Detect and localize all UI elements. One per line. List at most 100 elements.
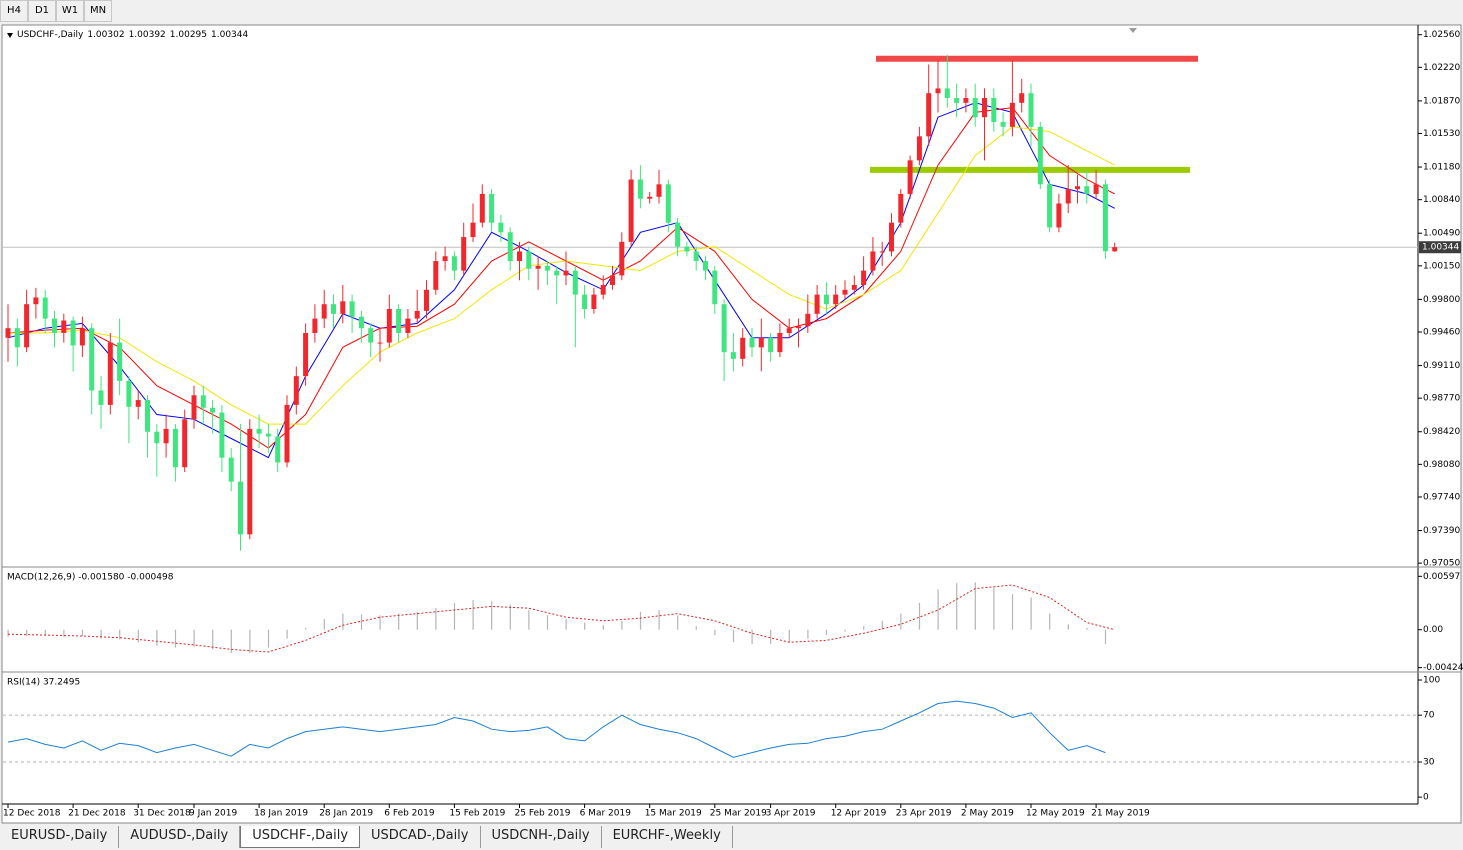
macd-bar — [844, 629, 846, 632]
candle-body — [628, 179, 634, 242]
macd-bar — [63, 629, 65, 637]
candle-body — [396, 308, 402, 333]
candle-body — [191, 395, 197, 420]
candle-body — [535, 265, 541, 269]
candle-body — [963, 98, 969, 103]
candle-body — [861, 270, 867, 286]
chart-tab[interactable]: AUDUSD-,Daily — [119, 826, 241, 848]
chart-tab[interactable]: EURCHF-,Weekly — [602, 826, 733, 848]
x-tick-label: 6 Feb 2019 — [384, 809, 435, 819]
indicator-label: RSI(14) 37.2495 — [7, 678, 80, 688]
candle-body — [238, 481, 243, 535]
macd-bar — [156, 629, 158, 646]
candle-body — [154, 431, 160, 444]
candle-body — [656, 184, 662, 197]
chart-tab[interactable]: EURUSD-,Daily — [0, 826, 120, 848]
y-tick-label: 1.00150 — [1423, 261, 1460, 271]
macd-bar — [305, 627, 307, 630]
candle-body — [870, 251, 876, 271]
y-tick-label: 1.01870 — [1423, 96, 1460, 106]
macd-bar — [509, 604, 511, 630]
candle-body — [117, 342, 123, 381]
candle-body — [582, 294, 588, 309]
indicator-label: MACD(12,26,9) -0.001580 -0.000498 — [7, 573, 174, 583]
macd-bar — [174, 629, 177, 648]
candle-body — [1028, 93, 1034, 127]
candle-body — [1084, 186, 1090, 194]
candle-body — [991, 98, 997, 122]
y-tick-label: 0.97740 — [1423, 492, 1460, 502]
timeframe-button[interactable]: D1 — [28, 0, 56, 22]
candle-body — [89, 328, 95, 391]
x-tick-label: 28 Jan 2019 — [319, 809, 373, 819]
chart-tab[interactable]: USDCHF-,Daily — [240, 826, 361, 848]
timeframe-button[interactable]: H4 — [0, 0, 28, 22]
candle-body — [637, 179, 643, 199]
candle-body — [721, 304, 727, 353]
x-tick-label: 23 Apr 2019 — [896, 809, 952, 819]
candle-body — [405, 318, 411, 333]
shift-marker — [1129, 28, 1137, 33]
candle-body — [228, 457, 234, 482]
x-tick-label: 15 Feb 2019 — [449, 809, 505, 819]
x-tick-label: 25 Feb 2019 — [515, 809, 571, 819]
macd-bar — [212, 629, 214, 650]
y-tick-label: 0.97390 — [1423, 526, 1460, 536]
candle-body — [805, 313, 811, 327]
macd-bar — [900, 613, 902, 630]
x-tick-label: 31 Dec 2018 — [133, 809, 191, 819]
chart-tabs: EURUSD-,Daily AUDUSD-,Daily USDCHF-,Daily U… — [0, 826, 733, 848]
macd-bar — [1011, 593, 1014, 630]
candle-body — [275, 436, 281, 463]
timeframe-button[interactable]: MN — [84, 0, 112, 22]
macd-bar — [1086, 627, 1088, 630]
y-tick-label: 1.01180 — [1423, 163, 1460, 173]
candle-body — [451, 256, 457, 271]
candle-body — [916, 136, 922, 161]
y-tick-label: 0.98080 — [1423, 460, 1460, 470]
macd-bar — [677, 615, 679, 630]
candle-body — [1019, 93, 1025, 103]
candle-body — [14, 328, 20, 348]
candle-body — [610, 275, 615, 286]
macd-bar — [751, 629, 753, 644]
macd-bar — [565, 618, 567, 630]
macd-bar — [491, 601, 493, 630]
macd-bar — [453, 602, 456, 630]
macd-bar — [193, 629, 195, 647]
candle-body — [461, 237, 467, 271]
candle-body — [572, 270, 578, 295]
x-tick-label: 9 Jan 2019 — [189, 809, 237, 819]
chart-header: USDCHF-,Daily 1.00302 1.00392 1.00295 1.… — [7, 30, 248, 40]
x-tick-label: 25 Mar 2019 — [710, 809, 767, 819]
candle-body — [1056, 203, 1062, 228]
candle-body — [1065, 189, 1071, 204]
macd-bar — [81, 629, 84, 636]
candle-body — [507, 232, 513, 262]
macd-bar — [416, 611, 418, 630]
candle-body — [647, 196, 653, 199]
candle-body — [126, 380, 132, 407]
macd-bar — [100, 629, 102, 639]
macd-bar — [119, 629, 121, 640]
candle-body — [433, 261, 439, 290]
x-tick-label: 3 Apr 2019 — [766, 809, 816, 819]
y-tick-label: 1.00840 — [1423, 195, 1460, 205]
chart-tab[interactable]: USDCNH-,Daily — [481, 826, 602, 848]
candle-body — [107, 342, 113, 405]
candle-body — [675, 222, 681, 247]
macd-bar — [658, 610, 660, 630]
chart-tab[interactable]: USDCAD-,Daily — [360, 826, 481, 848]
candle-body — [331, 304, 336, 314]
macd-bar — [714, 629, 716, 636]
candle-body — [526, 251, 532, 269]
timeframe-button[interactable]: W1 — [56, 0, 84, 22]
timeframe-toolbar: H4 D1 W1 MN — [0, 0, 112, 22]
candle-body — [563, 270, 569, 276]
candle-body — [823, 294, 829, 305]
price-label: 1.00344 — [1422, 243, 1459, 253]
macd-bar — [379, 615, 381, 630]
candle-body — [414, 310, 420, 319]
macd-bar — [267, 629, 270, 648]
